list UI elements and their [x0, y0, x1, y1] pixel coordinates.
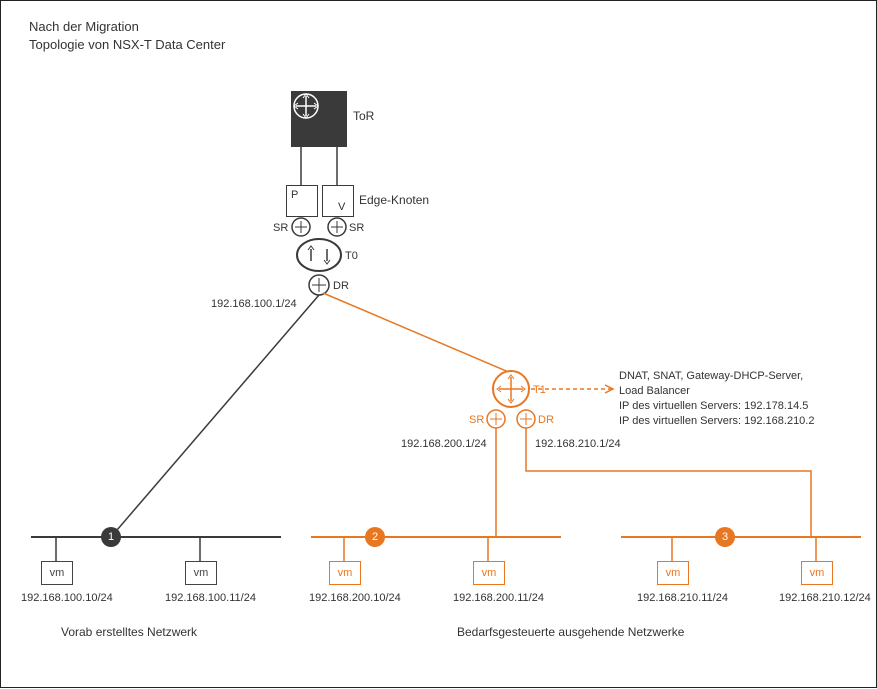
t1-left-ip: 192.168.200.1/24 — [401, 437, 487, 451]
annot-line4: IP des virtuellen Servers: 192.168.210.2 — [619, 414, 814, 428]
vm5: vm — [657, 561, 689, 585]
title-line1: Nach der Migration — [29, 19, 139, 36]
seg2-badge: 2 — [365, 527, 385, 547]
topology-svg — [1, 1, 877, 689]
title-line2: Topologie von NSX-T Data Center — [29, 37, 225, 54]
dr-label: DR — [333, 279, 349, 293]
vm4: vm — [473, 561, 505, 585]
sr-right-label: SR — [349, 221, 364, 235]
edge-v: V — [322, 185, 354, 217]
vm1-ip: 192.168.100.10/24 — [21, 591, 113, 605]
edge-label: Edge-Knoten — [359, 193, 429, 209]
vm1: vm — [41, 561, 73, 585]
footer-right: Bedarfsgesteuerte ausgehende Netzwerke — [457, 625, 684, 641]
seg3-badge: 3 — [715, 527, 735, 547]
t1-sr-label: SR — [469, 413, 484, 427]
t1-right-ip: 192.168.210.1/24 — [535, 437, 621, 451]
vm6: vm — [801, 561, 833, 585]
t1-label: T1 — [533, 383, 546, 397]
annot-line1: DNAT, SNAT, Gateway-DHCP-Server, — [619, 369, 803, 383]
sr-left-label: SR — [273, 221, 288, 235]
tor-node — [291, 91, 347, 147]
vm6-ip: 192.168.210.12/24 — [779, 591, 871, 605]
vm2: vm — [185, 561, 217, 585]
t1-dr-label: DR — [538, 413, 554, 427]
vm3-ip: 192.168.200.10/24 — [309, 591, 401, 605]
edge-p: P — [286, 185, 318, 217]
seg1-badge: 1 — [101, 527, 121, 547]
t0-label: T0 — [345, 249, 358, 263]
dr-ip: 192.168.100.1/24 — [211, 297, 297, 311]
tor-label: ToR — [353, 109, 374, 125]
vm3: vm — [329, 561, 361, 585]
vm5-ip: 192.168.210.11/24 — [637, 591, 728, 605]
annot-line2: Load Balancer — [619, 384, 690, 398]
vm2-ip: 192.168.100.11/24 — [165, 591, 256, 605]
footer-left: Vorab erstelltes Netzwerk — [61, 625, 197, 641]
vm4-ip: 192.168.200.11/24 — [453, 591, 544, 605]
annot-line3: IP des virtuellen Servers: 192.178.14.5 — [619, 399, 808, 413]
